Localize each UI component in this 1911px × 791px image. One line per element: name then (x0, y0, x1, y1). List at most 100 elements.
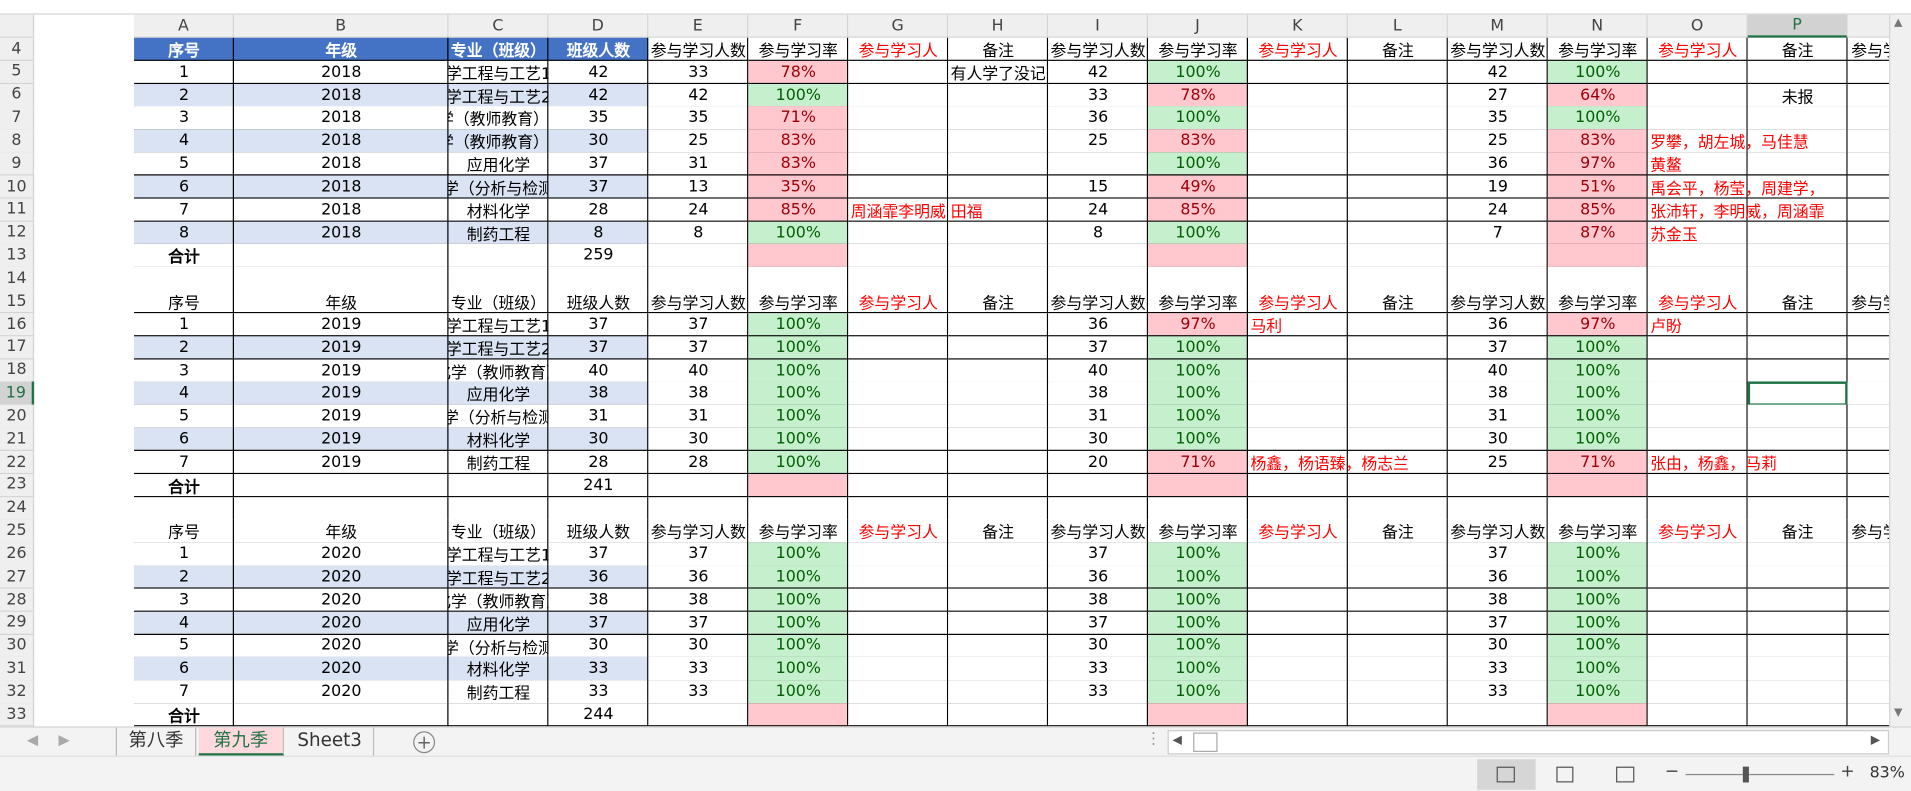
cell[interactable] (1647, 657, 1748, 681)
cell[interactable] (1447, 542, 1548, 567)
cell[interactable] (548, 37, 649, 62)
cell[interactable] (548, 382, 649, 406)
cell[interactable] (448, 404, 549, 429)
cell[interactable] (1048, 565, 1149, 590)
cell[interactable] (548, 473, 649, 498)
cell[interactable] (1248, 680, 1348, 704)
cell[interactable] (1547, 588, 1648, 613)
cell[interactable] (548, 542, 649, 567)
cell[interactable] (748, 129, 849, 154)
cell[interactable] (648, 427, 749, 452)
cell[interactable] (448, 221, 549, 245)
cell[interactable] (1847, 427, 1890, 452)
cell[interactable] (448, 129, 549, 154)
cell[interactable] (234, 60, 449, 85)
cell[interactable] (1847, 703, 1890, 727)
row-header[interactable]: 18 (0, 359, 35, 383)
cell[interactable] (1347, 129, 1448, 154)
column-header[interactable]: I (1048, 14, 1149, 38)
cell[interactable] (448, 542, 549, 567)
cell[interactable] (134, 404, 234, 429)
cell[interactable] (448, 519, 549, 544)
cell[interactable] (1148, 244, 1248, 268)
cell[interactable] (134, 680, 234, 704)
cell[interactable] (448, 680, 549, 704)
cell[interactable] (448, 473, 549, 498)
cell[interactable] (948, 37, 1049, 62)
cell[interactable] (548, 588, 649, 613)
cell[interactable] (1747, 634, 1848, 659)
cell[interactable] (1847, 519, 1890, 544)
cell[interactable] (948, 496, 1049, 521)
cell[interactable] (1447, 703, 1548, 727)
cell[interactable] (234, 611, 449, 636)
column-header[interactable]: K (1248, 14, 1348, 38)
vertical-scrollbar[interactable]: ▲ ▼ (1889, 14, 1911, 727)
cell[interactable] (848, 450, 949, 475)
cell[interactable] (1547, 519, 1648, 544)
cell[interactable] (134, 473, 234, 498)
cell[interactable] (234, 404, 449, 429)
cell[interactable] (848, 267, 949, 291)
cell[interactable] (1547, 611, 1648, 636)
sheet-tab[interactable]: 第八季 (115, 727, 197, 756)
cell[interactable] (1647, 680, 1748, 704)
cell[interactable] (1747, 359, 1848, 383)
cell[interactable] (1647, 473, 1748, 498)
cell[interactable] (1647, 382, 1748, 406)
cell[interactable] (748, 175, 849, 200)
cell[interactable] (1747, 336, 1848, 360)
cell[interactable] (1447, 267, 1548, 291)
cell[interactable] (748, 404, 849, 429)
cell[interactable] (1447, 657, 1548, 681)
cell[interactable] (1747, 83, 1848, 108)
cell[interactable] (1547, 198, 1648, 222)
cell[interactable] (1847, 382, 1890, 406)
cell[interactable] (134, 542, 234, 567)
cell[interactable] (1248, 60, 1348, 85)
column-header[interactable]: C (448, 14, 549, 38)
cell[interactable] (748, 703, 849, 727)
cell[interactable] (1647, 221, 1748, 245)
cell[interactable] (1847, 359, 1890, 383)
cell[interactable] (648, 565, 749, 590)
cell[interactable] (1148, 152, 1248, 177)
cell[interactable] (1148, 450, 1248, 475)
cell[interactable] (1547, 680, 1648, 704)
cell[interactable] (234, 703, 449, 727)
cell[interactable] (1747, 313, 1848, 337)
cell[interactable] (948, 657, 1049, 681)
cell[interactable] (648, 221, 749, 245)
cell[interactable] (134, 450, 234, 475)
cell[interactable] (1347, 611, 1448, 636)
cell[interactable] (234, 244, 449, 268)
row-header[interactable]: 13 (0, 244, 35, 268)
cell[interactable] (548, 703, 649, 727)
cell[interactable] (134, 60, 234, 85)
cell[interactable] (748, 588, 849, 613)
column-header[interactable]: N (1547, 14, 1648, 38)
cell[interactable] (948, 473, 1049, 498)
cell[interactable] (1647, 83, 1748, 108)
cell[interactable] (748, 680, 849, 704)
cell[interactable] (848, 336, 949, 360)
cell[interactable] (1048, 198, 1149, 222)
cell[interactable] (648, 152, 749, 177)
cell[interactable] (1747, 473, 1848, 498)
cell[interactable] (1847, 473, 1890, 498)
cell[interactable] (1048, 542, 1149, 567)
cell[interactable] (1347, 680, 1448, 704)
cell[interactable] (234, 106, 449, 131)
cell[interactable] (1847, 106, 1890, 131)
cell[interactable] (1647, 404, 1748, 429)
cell[interactable] (234, 657, 449, 681)
cell[interactable] (1747, 198, 1848, 222)
cell[interactable] (1048, 382, 1149, 406)
cell[interactable] (1447, 404, 1548, 429)
column-header[interactable]: L (1347, 14, 1448, 38)
cell[interactable] (1048, 129, 1149, 154)
cell[interactable] (1547, 175, 1648, 200)
cell[interactable] (234, 450, 449, 475)
cell[interactable] (1547, 634, 1648, 659)
cell[interactable] (1347, 37, 1448, 62)
